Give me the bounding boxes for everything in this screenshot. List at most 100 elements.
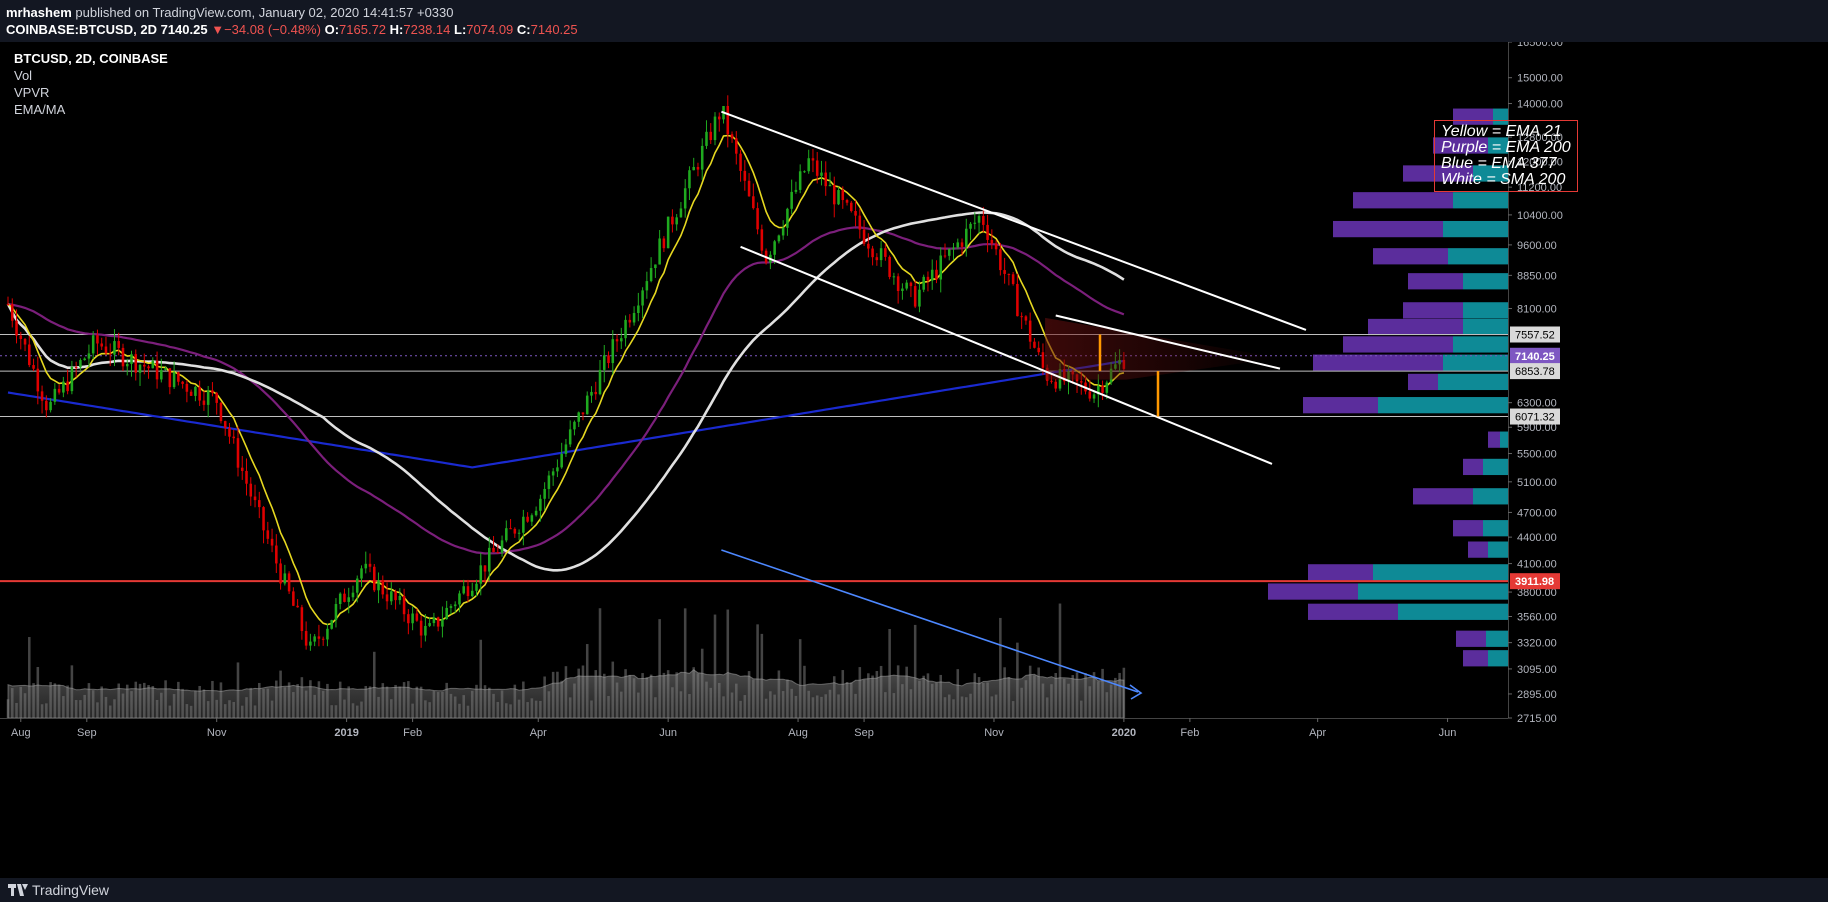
price-tick-label: 9600.00 bbox=[1517, 240, 1557, 252]
price-tick-label: 15000.00 bbox=[1517, 73, 1563, 85]
candle-up bbox=[347, 597, 350, 602]
candle-down bbox=[960, 242, 964, 247]
candle-up bbox=[632, 313, 636, 323]
candle-up bbox=[500, 540, 504, 553]
candle-up bbox=[624, 319, 627, 339]
candle-down bbox=[266, 530, 270, 539]
time-tick-label: Jun bbox=[1439, 727, 1457, 739]
candle-down bbox=[117, 341, 121, 348]
candle-up bbox=[334, 604, 338, 621]
candle-down bbox=[45, 400, 48, 411]
candle-down bbox=[381, 580, 385, 595]
candle-down bbox=[1028, 320, 1032, 342]
candle-down bbox=[1003, 270, 1006, 274]
candle-down bbox=[168, 368, 172, 388]
candle-down bbox=[419, 620, 423, 636]
vpvr-up-bar bbox=[1473, 165, 1508, 182]
candle-down bbox=[867, 243, 870, 249]
price-label-bg bbox=[1510, 347, 1560, 364]
tradingview-brand[interactable]: TradingView bbox=[8, 882, 109, 898]
candle-down bbox=[66, 381, 69, 392]
candle-up bbox=[688, 170, 691, 189]
candle-down bbox=[6, 303, 10, 305]
time-tick-label: Sep bbox=[77, 727, 97, 739]
published-text: published on TradingView.com, January 02… bbox=[75, 5, 454, 20]
candle-down bbox=[739, 153, 742, 171]
vpvr-down-bar bbox=[1268, 583, 1358, 600]
candle-up bbox=[462, 586, 465, 594]
study-vpvr[interactable]: VPVR bbox=[14, 85, 50, 100]
vpvr-up-bar bbox=[1453, 336, 1508, 353]
vpvr-up-bar bbox=[1500, 431, 1508, 448]
candle-down bbox=[40, 391, 44, 401]
candle-up bbox=[364, 563, 368, 569]
candle-down bbox=[858, 215, 862, 230]
price-label-bg bbox=[1510, 573, 1560, 590]
vpvr-up-bar bbox=[1378, 397, 1508, 414]
candle-up bbox=[564, 444, 568, 454]
candle-up bbox=[355, 578, 359, 593]
candle-up bbox=[87, 353, 91, 359]
candle-down bbox=[287, 573, 291, 592]
candle-up bbox=[534, 510, 538, 516]
candle-up bbox=[700, 145, 704, 170]
vpvr-down-bar bbox=[1353, 192, 1453, 209]
symbol-ohlc: COINBASE:BTCUSD, 2D 7140.25 ▼−34.08 (−0.… bbox=[6, 22, 578, 37]
candle-down bbox=[875, 257, 879, 261]
candle-up bbox=[781, 227, 785, 236]
volume-bar bbox=[1058, 603, 1062, 718]
candle-down bbox=[824, 172, 828, 187]
price-change: −34.08 (−0.48%) bbox=[224, 22, 321, 37]
chart-area[interactable]: 16500.00 15000.00 14000.00 12800.00 12000.00… bbox=[0, 37, 1828, 878]
study-vol[interactable]: Vol bbox=[14, 68, 33, 83]
publisher[interactable]: mrhashem bbox=[6, 5, 72, 20]
candle-down bbox=[304, 631, 308, 646]
price-label-bg bbox=[1510, 363, 1560, 380]
candle-up bbox=[649, 268, 653, 282]
candle-down bbox=[513, 528, 517, 534]
low-value: 7074.09 bbox=[466, 22, 514, 37]
candle-up bbox=[326, 628, 329, 640]
price-chart[interactable]: 16500.00 15000.00 14000.00 12800.00 12000.00… bbox=[0, 37, 1828, 878]
candle-down bbox=[317, 636, 321, 639]
candle-up bbox=[49, 401, 52, 411]
candle-down bbox=[407, 614, 410, 624]
candle-down bbox=[415, 613, 419, 621]
candle-down bbox=[1007, 273, 1011, 275]
price-tick-label: 16500.00 bbox=[1517, 42, 1563, 49]
candle-down bbox=[96, 335, 99, 344]
candle-up bbox=[611, 339, 615, 364]
candle-up bbox=[939, 255, 943, 280]
candle-up bbox=[551, 471, 555, 476]
candle-up bbox=[683, 188, 687, 209]
legend-title[interactable]: BTCUSD, 2D, COINBASE bbox=[14, 51, 168, 66]
vpvr-up-bar bbox=[1488, 541, 1508, 558]
price-tick-label: 3320.00 bbox=[1517, 638, 1557, 650]
candle-down bbox=[279, 563, 282, 584]
ma-color-note[interactable]: Yellow = EMA 21 Purple = EMA 200 Blue = … bbox=[1434, 120, 1578, 192]
candle-up bbox=[837, 190, 840, 205]
time-tick-label: Aug bbox=[788, 727, 808, 739]
candle-down bbox=[999, 249, 1002, 271]
candle-up bbox=[637, 305, 640, 314]
candle-up bbox=[283, 573, 287, 584]
candle-up bbox=[798, 171, 802, 190]
time-tick-label: Aug bbox=[11, 727, 31, 739]
candle-down bbox=[23, 339, 27, 345]
time-tick-label: Nov bbox=[984, 727, 1004, 739]
study-ema-ma[interactable]: EMA/MA bbox=[14, 102, 66, 117]
price-tick-label: 5100.00 bbox=[1517, 477, 1557, 489]
candle-down bbox=[726, 105, 730, 135]
vpvr-up-bar bbox=[1358, 583, 1508, 600]
note-line: Purple = EMA 200 bbox=[1441, 139, 1571, 156]
candle-up bbox=[892, 276, 896, 278]
candle-up bbox=[620, 338, 623, 342]
price-tick-label: 3095.00 bbox=[1517, 664, 1557, 676]
candle-up bbox=[922, 276, 925, 290]
candle-down bbox=[300, 607, 304, 632]
time-tick-label: Sep bbox=[854, 727, 874, 739]
candle-down bbox=[896, 276, 900, 291]
candle-down bbox=[845, 200, 849, 203]
wedge-trendline bbox=[1055, 314, 1281, 370]
candle-up bbox=[79, 360, 82, 368]
